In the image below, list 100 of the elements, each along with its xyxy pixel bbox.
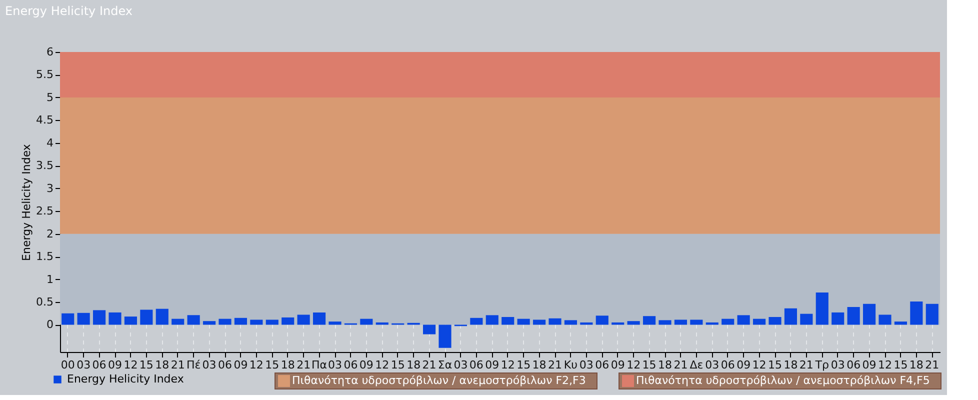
x-tick-label: 12 xyxy=(375,358,390,372)
bar xyxy=(234,318,247,325)
bar xyxy=(438,324,452,348)
bar xyxy=(62,313,74,325)
x-tick-label: 21 xyxy=(548,358,562,372)
bar xyxy=(93,310,106,325)
bar xyxy=(878,314,892,325)
y-axis-title: Energy Helicity Index xyxy=(20,144,34,261)
x-tick-label: 21 xyxy=(170,358,185,372)
bar xyxy=(203,321,216,325)
bar xyxy=(658,320,672,325)
x-tick-label: 03 xyxy=(705,358,720,372)
bar xyxy=(737,315,750,325)
x-tick-label: 15 xyxy=(516,358,531,372)
y-tick-label: 0.5 xyxy=(36,296,54,308)
x-tick-label: 03 xyxy=(830,358,845,372)
x-tick-label: 03 xyxy=(328,358,342,372)
x-tick-label: 15 xyxy=(642,358,656,372)
x-tick-label: 18 xyxy=(406,358,421,372)
legend-label: Πιθανότητα υδροστρόβιλων / ανεμοστρόβιλων F2,F3 xyxy=(292,374,586,387)
y-tick-label: 0 xyxy=(46,318,54,332)
bar xyxy=(564,320,577,325)
bar xyxy=(894,322,907,325)
x-tick-label: 18 xyxy=(658,358,672,372)
y-tick-label: 5 xyxy=(46,90,54,104)
x-tick-label: 03 xyxy=(76,358,91,372)
y-tick-label: 1.5 xyxy=(36,250,54,264)
bar xyxy=(832,312,844,325)
bar xyxy=(926,304,938,325)
y-tick-label: 1 xyxy=(46,272,54,286)
bar xyxy=(863,304,876,325)
bar xyxy=(847,307,860,325)
x-tick-label: 15 xyxy=(894,358,908,372)
x-tick-label: 09 xyxy=(485,358,500,372)
bar xyxy=(753,318,766,325)
bar xyxy=(108,312,122,325)
x-tick-label: 09 xyxy=(359,358,374,372)
x-tick-label: 03 xyxy=(202,358,216,372)
bar xyxy=(627,321,640,325)
x-tick-label: 21 xyxy=(674,358,688,372)
x-tick-label: Σα xyxy=(438,358,452,372)
x-tick-label: 21 xyxy=(799,358,814,372)
bar xyxy=(140,310,153,325)
bar xyxy=(77,312,90,325)
bar xyxy=(548,318,562,325)
bar xyxy=(156,308,168,325)
x-tick-label: 03 xyxy=(454,358,468,372)
y-tick-label: 5.5 xyxy=(36,68,54,82)
x-tick-label: 18 xyxy=(909,358,924,372)
x-tick-label: 09 xyxy=(108,358,122,372)
x-tick-label: 12 xyxy=(626,358,641,372)
x-tick-label: 21 xyxy=(925,358,940,372)
y-tick-label: 3 xyxy=(46,182,54,195)
y-tick-label: 4 xyxy=(46,136,54,150)
y-tick-label: 3.5 xyxy=(36,159,54,172)
bar xyxy=(266,320,278,325)
x-tick-label: 09 xyxy=(234,358,248,372)
bar xyxy=(816,292,828,325)
bar xyxy=(674,320,687,325)
bar xyxy=(722,318,734,325)
bar xyxy=(470,318,483,325)
x-tick-label: 06 xyxy=(720,358,735,372)
x-tick-label: 12 xyxy=(752,358,766,372)
x-tick-label: 15 xyxy=(139,358,154,372)
x-tick-label: Δε xyxy=(690,358,704,372)
x-tick-label: 15 xyxy=(265,358,280,372)
bar xyxy=(423,324,436,334)
x-tick-label: 18 xyxy=(784,358,798,372)
y-tick-label: 2 xyxy=(46,227,54,240)
bar xyxy=(218,318,232,325)
x-tick-label: 21 xyxy=(422,358,436,372)
x-tick-label: 06 xyxy=(846,358,861,372)
y-tick-label: 6 xyxy=(46,46,54,58)
x-tick-label: 06 xyxy=(595,358,610,372)
x-tick-label: 06 xyxy=(92,358,106,372)
x-tick-label: 09 xyxy=(610,358,625,372)
bar xyxy=(297,314,310,325)
bar xyxy=(690,320,703,325)
x-tick-label: 15 xyxy=(390,358,405,372)
bar xyxy=(172,318,184,325)
bar xyxy=(282,317,294,325)
bar xyxy=(313,312,326,325)
x-tick-label: Πα xyxy=(312,358,328,372)
bar xyxy=(768,317,782,325)
x-tick-label: 03 xyxy=(579,358,594,372)
x-tick-label: 06 xyxy=(469,358,484,372)
x-tick-label: Τρ xyxy=(814,358,830,372)
x-tick-label: 12 xyxy=(124,358,138,372)
x-tick-label: 18 xyxy=(532,358,546,372)
bar xyxy=(800,314,813,325)
x-tick-label: 18 xyxy=(280,358,295,372)
bar xyxy=(643,316,656,325)
bar xyxy=(124,316,137,325)
x-tick-label: Κυ xyxy=(564,358,578,372)
bar xyxy=(910,302,923,325)
y-tick-label: 4.5 xyxy=(36,114,54,127)
y-tick-label: 2.5 xyxy=(36,204,54,218)
bar xyxy=(533,320,546,325)
x-tick-label: Πέ xyxy=(186,358,201,372)
bar xyxy=(596,316,608,325)
